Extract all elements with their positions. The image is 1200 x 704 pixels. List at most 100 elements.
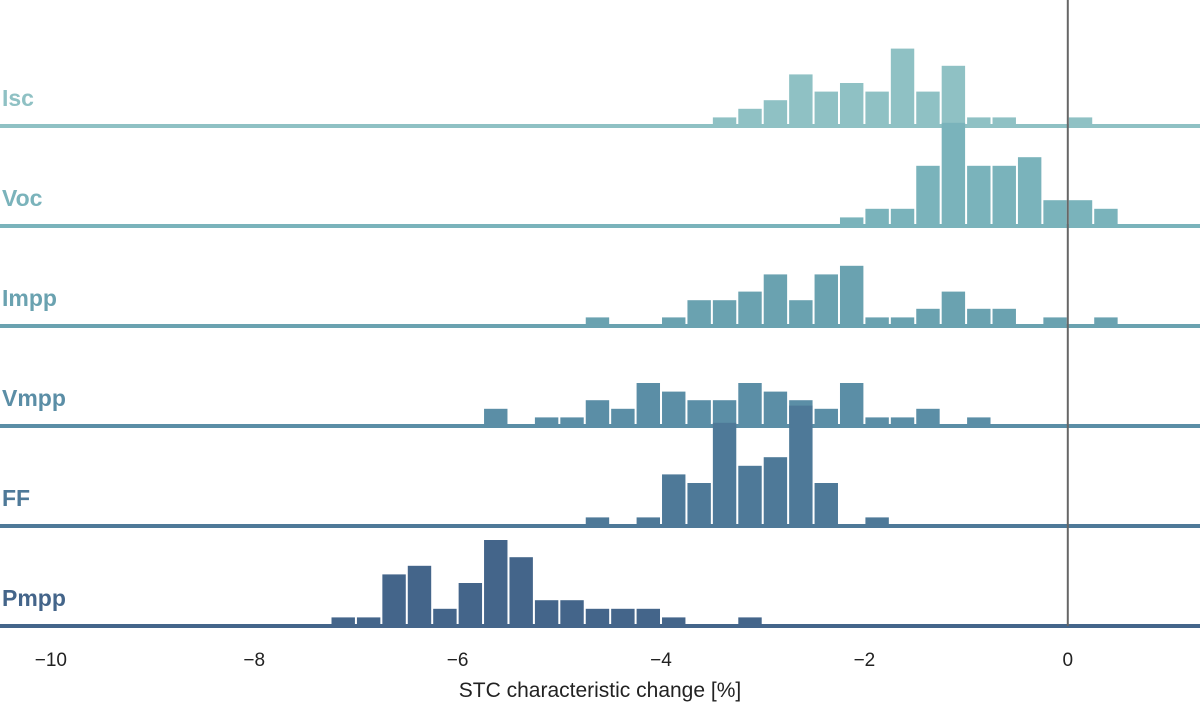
bar-pmpp: [484, 540, 508, 626]
bar-vmpp: [763, 391, 788, 426]
bar-vmpp: [662, 391, 686, 426]
x-tick-label: −6: [447, 650, 469, 671]
bar-pmpp: [433, 608, 457, 626]
bar-isc: [839, 83, 864, 126]
bar-impp: [941, 291, 966, 326]
bar-ff: [763, 457, 788, 526]
bar-impp: [916, 308, 940, 326]
bar-impp: [839, 265, 864, 326]
bar-pmpp: [331, 617, 355, 626]
bar-ff: [789, 405, 813, 526]
bar-impp: [662, 317, 686, 326]
bar-impp: [865, 317, 889, 326]
bar-isc: [890, 48, 915, 126]
bar-voc: [916, 165, 940, 226]
bar-vmpp: [865, 417, 889, 426]
row-ff: FF: [0, 405, 1200, 528]
bar-pmpp: [458, 583, 483, 626]
bar-voc: [1017, 157, 1042, 226]
bar-pmpp: [382, 574, 406, 626]
bar-pmpp: [662, 617, 686, 626]
x-tick-label: 0: [1063, 650, 1074, 671]
bar-ff: [865, 517, 889, 526]
bar-voc: [1068, 200, 1093, 226]
bar-isc: [916, 91, 940, 126]
row-label-vmpp: Vmpp: [2, 385, 66, 411]
bar-pmpp: [611, 608, 635, 626]
bar-voc: [865, 208, 889, 226]
bar-ff: [687, 483, 711, 526]
bar-isc: [967, 117, 991, 126]
bar-vmpp: [738, 383, 762, 426]
bar-impp: [1043, 317, 1067, 326]
bar-pmpp: [738, 617, 762, 626]
row-vmpp: Vmpp: [0, 383, 1200, 428]
bar-impp: [763, 274, 788, 326]
bar-vmpp: [839, 383, 864, 426]
bar-vmpp: [611, 408, 635, 426]
bar-impp: [1094, 317, 1118, 326]
bar-pmpp: [534, 600, 559, 626]
bar-isc: [941, 65, 966, 126]
x-tick-label: −4: [650, 650, 672, 671]
row-pmpp: Pmpp: [0, 540, 1200, 628]
bar-impp: [789, 300, 813, 326]
bar-pmpp: [407, 565, 432, 626]
bar-voc: [1043, 200, 1067, 226]
row-label-isc: Isc: [2, 85, 34, 111]
row-label-voc: Voc: [2, 185, 43, 211]
bar-ff: [738, 465, 762, 526]
x-axis-ticks: −10 −8 −6 −4 −2 0: [35, 650, 1073, 671]
bar-voc: [941, 122, 966, 226]
bar-ff: [585, 517, 610, 526]
x-tick-label: −10: [35, 650, 67, 671]
bar-ff: [814, 483, 838, 526]
row-voc: Voc: [0, 122, 1200, 228]
bar-vmpp: [814, 408, 838, 426]
bar-isc: [865, 91, 889, 126]
bar-impp: [890, 317, 915, 326]
bar-impp: [738, 291, 762, 326]
bar-pmpp: [356, 617, 381, 626]
bar-impp: [814, 274, 838, 326]
bar-ff: [662, 474, 686, 526]
bar-pmpp: [585, 608, 610, 626]
bar-isc: [763, 100, 788, 126]
bar-impp: [712, 300, 737, 326]
bar-impp: [967, 308, 991, 326]
row-label-impp: Impp: [2, 285, 57, 311]
bar-vmpp: [585, 400, 610, 426]
histogram-rows: Isc Voc Impp Vmpp FF Pmpp: [0, 48, 1200, 628]
bar-voc: [890, 208, 915, 226]
bar-vmpp: [484, 408, 508, 426]
bar-vmpp: [712, 400, 737, 426]
x-tick-label: −8: [243, 650, 265, 671]
bar-impp: [585, 317, 610, 326]
bar-pmpp: [636, 608, 661, 626]
bar-isc: [738, 108, 762, 126]
bar-vmpp: [916, 408, 940, 426]
bar-pmpp: [560, 600, 584, 626]
bar-voc: [1094, 208, 1118, 226]
bar-vmpp: [534, 417, 559, 426]
bar-voc: [839, 217, 864, 226]
bar-ff: [636, 517, 661, 526]
bar-voc: [967, 165, 991, 226]
bar-isc: [814, 91, 838, 126]
bar-vmpp: [890, 417, 915, 426]
bar-vmpp: [636, 383, 661, 426]
bar-vmpp: [687, 400, 711, 426]
row-label-ff: FF: [2, 485, 30, 511]
bar-ff: [712, 422, 737, 526]
x-tick-label: −2: [854, 650, 876, 671]
bar-isc: [1068, 117, 1093, 126]
row-label-pmpp: Pmpp: [2, 585, 66, 611]
bar-vmpp: [967, 417, 991, 426]
x-axis-title: STC characteristic change [%]: [459, 679, 741, 702]
row-impp: Impp: [0, 265, 1200, 328]
bar-vmpp: [560, 417, 584, 426]
bar-isc: [712, 117, 737, 126]
bar-isc: [789, 74, 813, 126]
bar-impp: [687, 300, 711, 326]
